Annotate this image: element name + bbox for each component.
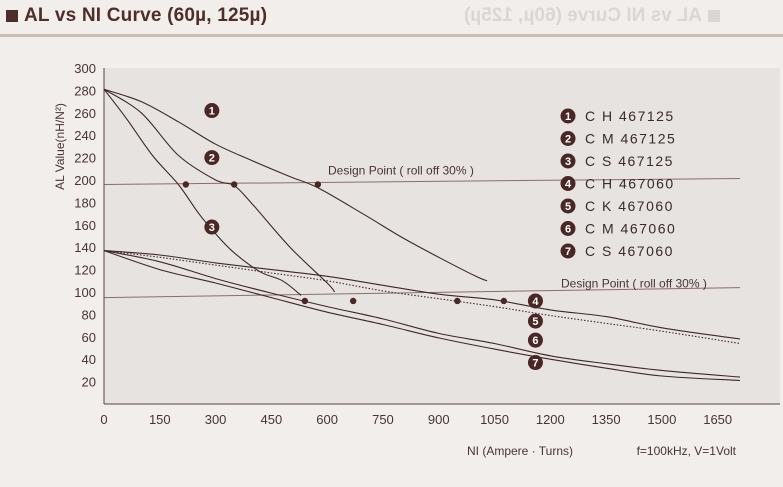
design-point-dot	[349, 297, 357, 305]
y-tick-label: 140	[74, 240, 96, 255]
curve-marker	[527, 355, 543, 371]
y-tick-label: 160	[74, 218, 96, 233]
x-tick-label: 1050	[480, 412, 509, 427]
series-line	[103, 250, 741, 340]
x-axis-label: NI (Ampere · Turns)	[467, 444, 573, 458]
legend-marker-number: 5	[565, 201, 571, 213]
series-line	[103, 88, 488, 282]
legend-item-label: C M 467060	[585, 221, 676, 237]
legend: 1 C H 467125 2 C M 467125 3 C S 467125 4 C H 46…	[560, 108, 676, 259]
x-tick-label: 150	[149, 412, 171, 427]
y-tick-label: 120	[74, 263, 96, 278]
y-tick-label: 220	[74, 151, 96, 166]
curve-marker	[204, 150, 220, 166]
design-point-dot	[314, 181, 322, 188]
legend-item-label: C S 467060	[585, 243, 674, 259]
chart-title-bar: AL vs NI Curve (60µ, 125µ)	[6, 4, 267, 28]
legend-item-label: C S 467125	[585, 153, 674, 169]
legend-marker	[560, 198, 576, 214]
curve-markers: 1 2 3 4 5 6 7	[204, 103, 543, 371]
series-line	[103, 250, 741, 382]
curve-marker	[527, 332, 543, 348]
measurement-note: f=100kHz, V=1Volt	[637, 444, 737, 458]
curve-marker-number: 6	[532, 335, 538, 347]
y-tick-label: 180	[74, 195, 96, 210]
design-point-dot	[454, 297, 461, 305]
curve-marker-number: 7	[532, 358, 538, 370]
y-tick-label: 80	[82, 307, 96, 322]
legend-marker	[560, 153, 576, 169]
legend-marker	[560, 243, 576, 259]
y-axis-label: AL Value(nH/N²)	[53, 103, 67, 190]
title-square-icon	[6, 10, 18, 22]
design-point-dot	[301, 297, 309, 305]
series-line	[103, 250, 741, 345]
axes	[103, 68, 780, 405]
curve-marker	[527, 293, 543, 309]
y-tick-label: 260	[74, 106, 96, 121]
design-point-dot	[230, 181, 238, 188]
legend-marker-number: 2	[565, 134, 571, 146]
y-tick-label: 40	[82, 352, 96, 367]
y-tick-label: 240	[74, 128, 96, 143]
design-points	[182, 181, 508, 305]
legend-marker	[560, 131, 576, 146]
tick-labels: 0 150 300 450 600 750 900 1050 1200 1350 1500 16502…	[74, 61, 732, 427]
legend-marker	[560, 221, 576, 236]
x-tick-label: 900	[428, 412, 450, 427]
curve-marker	[204, 103, 220, 119]
header-divider	[0, 34, 783, 37]
x-tick-label: 300	[205, 412, 227, 427]
legend-marker	[560, 176, 576, 191]
y-tick-label: 100	[74, 285, 96, 300]
x-tick-label: 1200	[536, 412, 565, 427]
y-tick-label: 300	[74, 61, 96, 76]
curve-marker	[527, 313, 543, 329]
y-tick-label: 20	[82, 375, 96, 390]
chart-title: AL vs NI Curve (60µ, 125µ)	[24, 5, 268, 26]
curve-marker	[204, 219, 220, 235]
curve-marker-number: 1	[209, 106, 215, 118]
x-tick-label: 750	[372, 412, 394, 427]
plot-area	[104, 68, 780, 404]
legend-marker-number: 1	[565, 111, 571, 123]
curve-marker-number: 4	[532, 296, 539, 308]
reference-lines: Design Point ( roll off 30% ) Design Poin…	[103, 163, 741, 299]
x-tick-label: 1500	[647, 412, 676, 427]
legend-marker-number: 4	[565, 179, 572, 191]
legend-marker	[560, 108, 576, 124]
x-tick-label: 0	[100, 412, 107, 427]
y-tick-label: 60	[82, 330, 96, 345]
legend-marker-number: 6	[565, 224, 571, 236]
x-tick-label: 600	[316, 412, 338, 427]
design-point-dot	[182, 181, 190, 188]
design-point-dot	[500, 297, 508, 305]
curve-marker-number: 3	[209, 222, 215, 234]
x-tick-label: 1350	[592, 412, 621, 427]
design-point-line	[103, 287, 741, 299]
curve-marker-number: 2	[209, 153, 215, 165]
series-line	[103, 250, 741, 378]
legend-item-label: C H 467125	[585, 108, 675, 124]
x-tick-label: 450	[261, 412, 283, 427]
x-tick-label: 1650	[703, 412, 732, 427]
design-point-line	[103, 177, 741, 185]
y-tick-label: 200	[74, 173, 96, 188]
y-tick-label: 280	[74, 83, 96, 98]
legend-marker-number: 7	[565, 246, 571, 258]
legend-item-label: C H 467060	[585, 176, 675, 192]
curve-marker-number: 5	[532, 316, 538, 328]
legend-item-label: C M 467125	[585, 131, 676, 147]
design-point-label: Design Point ( roll off 30% )	[561, 277, 707, 291]
legend-marker-number: 3	[565, 156, 571, 168]
design-point-label: Design Point ( roll off 30% )	[328, 163, 474, 177]
legend-item-label: C K 467060	[585, 198, 674, 214]
